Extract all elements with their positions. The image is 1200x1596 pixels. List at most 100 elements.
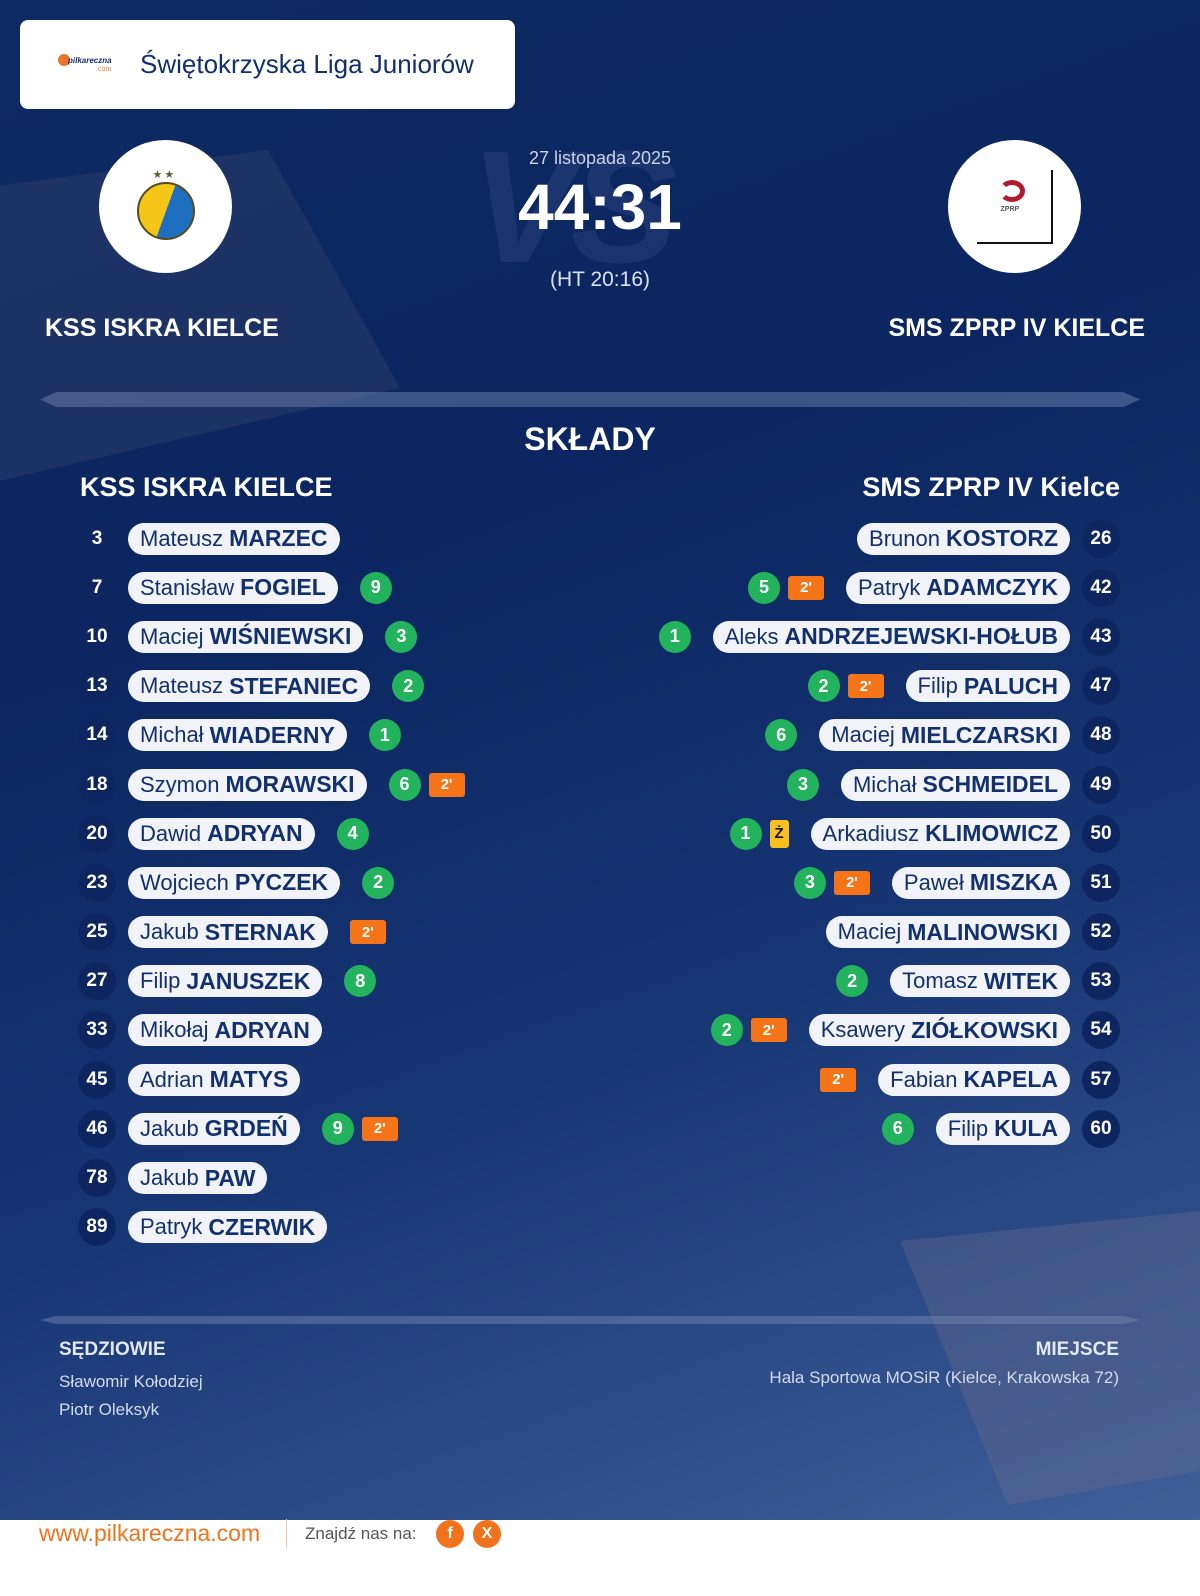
goals-badge: 2: [807, 670, 840, 703]
player-last-name: KAPELA: [963, 1066, 1058, 1093]
player-last-name: MORAWSKI: [225, 771, 355, 798]
player-first-name: Tomasz: [902, 968, 978, 994]
player-row: 18 Szymon MORAWSKI 6 2': [78, 760, 465, 809]
player-last-name: KOSTORZ: [945, 525, 1058, 552]
player-name: Ksawery ZIÓŁKOWSKI: [808, 1014, 1070, 1047]
player-last-name: FOGIEL: [240, 574, 326, 601]
player-name: Stanisław FOGIEL: [128, 571, 338, 604]
player-last-name: ZIÓŁKOWSKI: [911, 1016, 1058, 1043]
away-roster: 26 Brunon KOSTORZ 42 Patryk ADAMCZYK 5 2' 43 Alek…: [658, 514, 1120, 1153]
player-number: 78: [78, 1159, 116, 1198]
player-number: 42: [1082, 568, 1120, 607]
player-stats: 6: [765, 719, 798, 752]
facebook-icon[interactable]: f: [436, 1520, 464, 1548]
player-row: 23 Wojciech PYCZEK 2: [78, 858, 465, 907]
player-name: Mateusz STEFANIEC: [128, 670, 371, 703]
zprp-logo-icon: ZPRP: [976, 169, 1053, 244]
player-last-name: WIŚNIEWSKI: [209, 623, 352, 650]
player-last-name: MARZEC: [229, 525, 328, 552]
player-name: Patryk CZERWIK: [128, 1211, 328, 1244]
player-stats: 6: [881, 1112, 914, 1145]
goals-badge: 3: [786, 768, 819, 801]
player-first-name: Michał: [140, 722, 204, 748]
player-last-name: ANDRZEJEWSKI-HOŁUB: [784, 623, 1058, 650]
player-stats: 4: [336, 817, 369, 850]
goals-badge: 6: [881, 1112, 914, 1145]
player-name: Maciej MALINOWSKI: [825, 916, 1070, 949]
player-last-name: ADRYAN: [207, 820, 303, 847]
player-stats: 2: [362, 866, 395, 899]
player-name: Jakub GRDEŃ: [128, 1112, 300, 1145]
referee-name: Sławomir Kołodziej: [59, 1372, 203, 1391]
player-number: 26: [1082, 519, 1120, 558]
player-number: 50: [1082, 814, 1120, 853]
goals-badge: 5: [748, 571, 781, 604]
player-row: 26 Brunon KOSTORZ: [659, 514, 1120, 563]
player-first-name: Szymon: [140, 771, 220, 797]
goals-badge: 1: [658, 620, 691, 653]
player-last-name: CZERWIK: [208, 1213, 316, 1240]
yellow-card-icon: Ż: [769, 819, 789, 848]
player-row: 10 Maciej WIŚNIEWSKI 3: [78, 612, 465, 661]
x-icon[interactable]: X: [473, 1520, 501, 1548]
player-name: Mikołaj ADRYAN: [128, 1014, 322, 1047]
player-stats: 3: [786, 768, 819, 801]
suspension-badge: 2': [847, 674, 884, 699]
player-last-name: GRDEŃ: [204, 1115, 288, 1142]
player-last-name: WIADERNY: [209, 721, 335, 748]
player-name: Fabian KAPELA: [878, 1063, 1070, 1096]
suspension-badge: 2': [349, 920, 386, 945]
player-name: Maciej MIELCZARSKI: [819, 719, 1070, 752]
player-stats: 1: [368, 719, 401, 752]
player-number: 48: [1082, 716, 1120, 755]
home-team-name: KSS ISKRA KIELCE: [45, 314, 279, 342]
goals-badge: 3: [793, 866, 826, 899]
goals-badge: 1: [729, 817, 762, 850]
home-lineup-heading: KSS ISKRA KIELCE: [80, 472, 333, 502]
player-number: 43: [1082, 617, 1120, 656]
player-row: 27 Filip JANUSZEK 8: [78, 957, 465, 1006]
league-header: pilkareczna .com Świętokrzyska Liga Juni…: [20, 20, 515, 109]
player-first-name: Filip: [140, 968, 181, 994]
player-row: 45 Adrian MATYS: [78, 1055, 465, 1104]
player-row: 42 Patryk ADAMCZYK 5 2': [659, 563, 1120, 612]
player-row: 52 Maciej MALINOWSKI: [659, 908, 1120, 957]
lineups-title: SKŁADY: [524, 421, 656, 457]
goals-badge: 3: [385, 620, 418, 653]
website-link[interactable]: www.pilkareczna.com: [39, 1520, 261, 1546]
player-last-name: ADAMCZYK: [926, 574, 1058, 601]
player-stats: 3: [385, 620, 418, 653]
player-row: 20 Dawid ADRYAN 4: [78, 809, 465, 858]
player-first-name: Adrian: [140, 1066, 204, 1092]
player-number: 33: [78, 1011, 116, 1050]
player-number: 47: [1082, 667, 1120, 706]
player-number: 13: [78, 667, 116, 706]
footer-separator: [286, 1519, 287, 1549]
player-last-name: PYCZEK: [234, 869, 329, 896]
player-last-name: PALUCH: [963, 672, 1058, 699]
player-row: 57 Fabian KAPELA 2': [659, 1055, 1120, 1104]
match-date: 27 listopada 2025: [528, 148, 672, 168]
player-number: 3: [78, 519, 116, 558]
player-number: 57: [1082, 1060, 1120, 1099]
goals-badge: 9: [321, 1112, 354, 1145]
player-row: 89 Patryk CZERWIK: [78, 1203, 465, 1252]
player-first-name: Filip: [947, 1115, 989, 1141]
player-number: 20: [78, 814, 116, 853]
divider: [40, 392, 1140, 407]
player-stats: 2 2': [710, 1014, 787, 1047]
player-number: 89: [78, 1208, 116, 1247]
player-number: 54: [1082, 1011, 1120, 1050]
referee-name: Piotr Oleksyk: [59, 1400, 160, 1419]
player-number: 14: [78, 716, 116, 755]
player-stats: 5 2': [748, 571, 825, 604]
player-number: 46: [78, 1109, 116, 1148]
vs-watermark: VS: [470, 117, 677, 296]
away-team-logo: ZPRP: [948, 140, 1081, 273]
player-stats: 6 2': [388, 768, 465, 801]
player-last-name: KULA: [994, 1115, 1058, 1142]
player-first-name: Jakub: [140, 919, 199, 945]
player-number: 23: [78, 863, 116, 902]
player-row: 46 Jakub GRDEŃ 9 2': [78, 1104, 465, 1153]
player-last-name: MISZKA: [969, 869, 1058, 896]
